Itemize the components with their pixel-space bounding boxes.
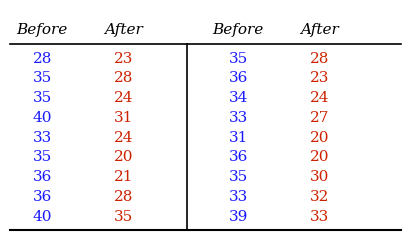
Text: 35: 35 [114,210,134,224]
Text: 28: 28 [114,71,134,85]
Text: 20: 20 [310,131,330,145]
Text: After: After [104,23,143,37]
Text: Before: Before [16,23,68,37]
Text: 28: 28 [114,190,134,204]
Text: 35: 35 [229,170,248,184]
Text: 35: 35 [32,150,52,164]
Text: 33: 33 [32,131,52,145]
Text: 28: 28 [310,52,330,66]
Text: 36: 36 [229,150,248,164]
Text: 24: 24 [114,131,134,145]
Text: 32: 32 [310,190,330,204]
Text: 33: 33 [310,210,330,224]
Text: 20: 20 [310,150,330,164]
Text: 35: 35 [32,71,52,85]
Text: 27: 27 [310,111,330,125]
Text: 39: 39 [229,210,248,224]
Text: 36: 36 [229,71,248,85]
Text: 31: 31 [229,131,248,145]
Text: Before: Before [212,23,264,37]
Text: 23: 23 [310,71,330,85]
Text: 30: 30 [310,170,330,184]
Text: 40: 40 [32,210,52,224]
Text: 28: 28 [32,52,52,66]
Text: 33: 33 [229,190,248,204]
Text: 35: 35 [229,52,248,66]
Text: 33: 33 [229,111,248,125]
Text: 24: 24 [114,91,134,105]
Text: 20: 20 [114,150,134,164]
Text: 21: 21 [114,170,134,184]
Text: 40: 40 [32,111,52,125]
Text: 31: 31 [114,111,134,125]
Text: After: After [300,23,339,37]
Text: 36: 36 [32,190,52,204]
Text: 24: 24 [310,91,330,105]
Text: 35: 35 [32,91,52,105]
Text: 36: 36 [32,170,52,184]
Text: 23: 23 [114,52,134,66]
Text: 34: 34 [229,91,248,105]
